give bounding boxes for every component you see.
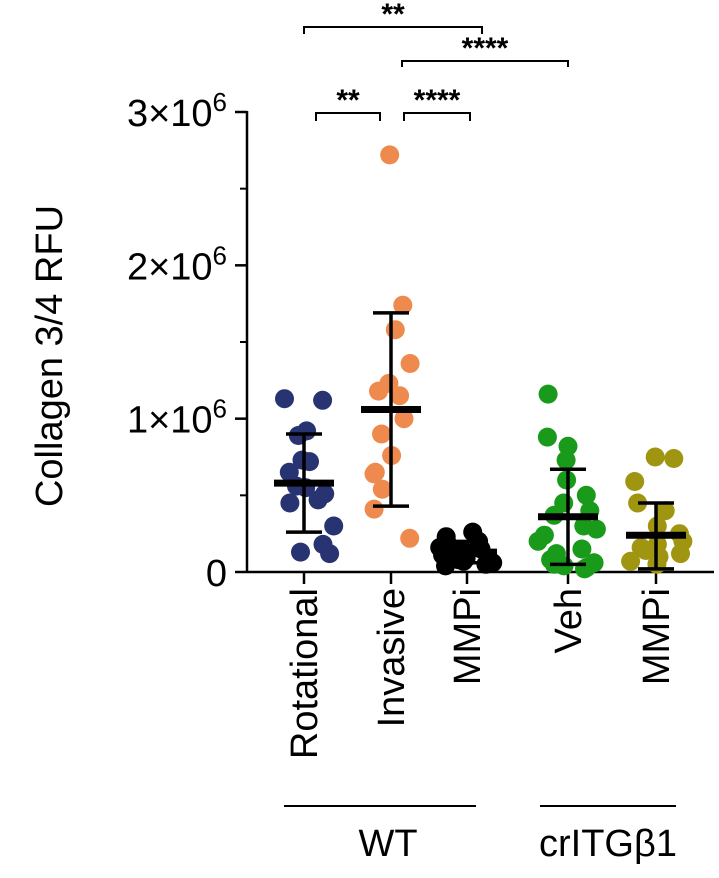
mean-sd-bars (274, 311, 686, 571)
significance-label: **** (414, 84, 461, 117)
y-tick-label: 0 (206, 553, 227, 595)
data-point (476, 554, 496, 574)
data-point (320, 544, 340, 564)
data-point (369, 381, 388, 401)
significance-label: ** (381, 0, 405, 31)
group-label: crITGβ1 (539, 823, 677, 865)
significance-bracket (403, 112, 471, 121)
data-point (436, 556, 455, 576)
data-point (528, 531, 548, 551)
data-point (621, 551, 641, 571)
data-point (664, 449, 684, 468)
axes: 0 1×106 2×106 3×106 (127, 87, 714, 595)
y-tick-label: 2×106 (127, 240, 227, 288)
data-point (291, 542, 310, 562)
y-tick-label: 3×106 (127, 87, 227, 135)
data-point (390, 386, 410, 406)
significance-bracket (315, 112, 381, 121)
data-point (556, 450, 576, 470)
data-point (400, 528, 420, 548)
significance-label: **** (462, 32, 509, 65)
significance-label: ** (336, 84, 360, 117)
data-point (394, 409, 414, 429)
data-point (280, 493, 300, 513)
data-point (308, 490, 328, 510)
data-point (586, 519, 606, 539)
y-tick-label: 1×106 (127, 394, 227, 442)
data-point (380, 145, 400, 165)
data-point (364, 464, 384, 484)
data-point (576, 485, 596, 505)
data-point (372, 424, 391, 444)
data-point (364, 499, 384, 519)
data-point (393, 295, 413, 315)
x-tick-labels: Rotational Invasive MMPi Veh MMPi (284, 588, 678, 759)
data-point (628, 493, 648, 513)
x-tick-label: MMPi (447, 588, 489, 685)
data-point (575, 559, 594, 579)
data-point (655, 501, 675, 521)
data-point (313, 390, 333, 410)
significance-brackets: ** ********** (303, 0, 569, 121)
data-point (385, 320, 405, 340)
group-labels: WT crITGβ1 (284, 805, 677, 865)
data-point (324, 516, 344, 536)
data-point (372, 479, 392, 499)
group-label: WT (358, 823, 417, 865)
data-point (572, 539, 592, 559)
data-point (537, 427, 557, 447)
y-axis-label: Collagen 3/4 RFU (29, 205, 71, 507)
data-point (538, 384, 558, 404)
x-tick-label: Veh (548, 588, 590, 654)
data-point (400, 354, 420, 373)
significance-bracket (401, 60, 569, 67)
x-tick-label: Invasive (371, 588, 413, 727)
data-points (275, 145, 693, 579)
data-point (671, 544, 690, 564)
data-point (625, 472, 645, 491)
data-point (645, 447, 665, 467)
x-tick-label: Rotational (284, 588, 326, 759)
significance-bracket (303, 26, 483, 34)
x-tick-label: MMPi (636, 588, 678, 685)
data-point (275, 389, 294, 409)
